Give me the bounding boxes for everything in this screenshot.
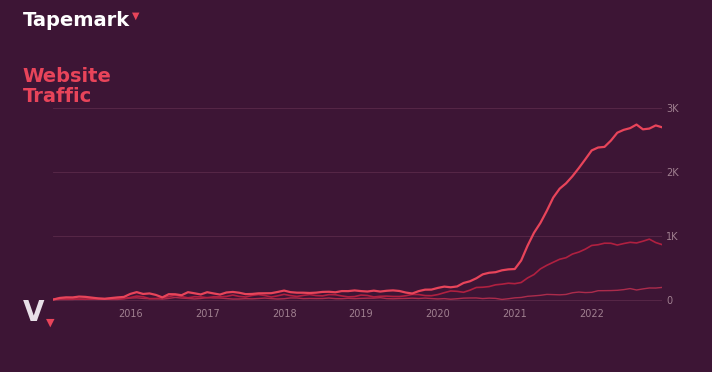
Text: ▼: ▼ <box>132 11 140 21</box>
Text: V: V <box>23 299 44 327</box>
Text: Website
Traffic: Website Traffic <box>23 67 112 106</box>
Text: ▼: ▼ <box>46 317 55 327</box>
Text: Tapemark: Tapemark <box>23 11 130 30</box>
